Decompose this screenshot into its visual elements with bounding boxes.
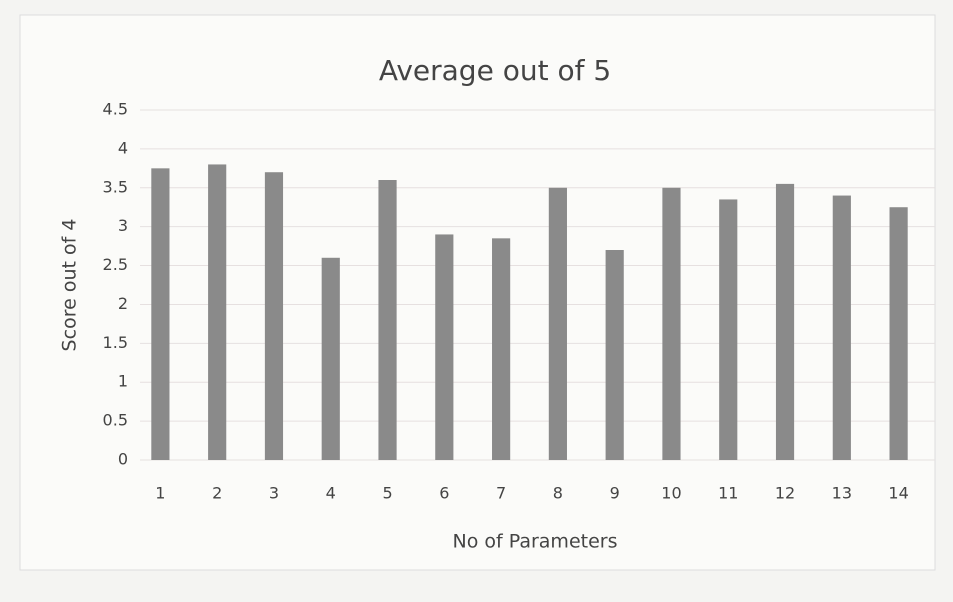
y-axis-label: Score out of 4 [59,219,81,352]
bar [605,250,624,460]
y-tick-label: 0 [118,450,128,469]
bar [208,164,227,460]
y-tick-label: 4.5 [103,100,128,119]
x-tick-label: 2 [212,484,222,503]
y-tick-label: 4 [118,138,128,157]
bar [264,172,284,460]
bar [548,187,567,460]
x-tick-label: 14 [888,484,908,503]
x-tick-label: 6 [439,484,449,503]
bar [435,234,454,460]
bar [492,238,511,460]
x-tick-label: 7 [496,484,506,503]
x-tick-label: 5 [382,484,392,503]
y-tick-label: 2 [118,294,128,313]
x-tick-label: 9 [610,484,620,503]
y-tick-label: 2.5 [103,255,128,274]
x-tick-label: 13 [832,484,852,503]
bar [662,187,681,460]
bar [151,168,170,461]
x-tick-label: 1 [155,484,165,503]
bar [832,195,851,461]
y-tick-label: 3 [118,216,128,235]
y-tick-label: 1.5 [103,333,128,352]
x-axis-label: No of Parameters [453,531,618,553]
x-tick-label: 3 [269,484,279,503]
bar [321,257,340,460]
chart-title: Average out of 5 [379,54,611,87]
y-tick-label: 0.5 [103,411,128,430]
x-tick-label: 4 [326,484,336,503]
x-tick-label: 10 [661,484,681,503]
bar [719,199,738,460]
y-tick-label: 3.5 [103,177,128,196]
bar [775,183,795,460]
bar [378,180,397,460]
x-tick-label: 12 [775,484,795,503]
x-tick-label: 8 [553,484,563,503]
x-tick-label: 11 [718,484,738,503]
y-tick-label: 1 [118,372,128,391]
bar [889,207,908,460]
